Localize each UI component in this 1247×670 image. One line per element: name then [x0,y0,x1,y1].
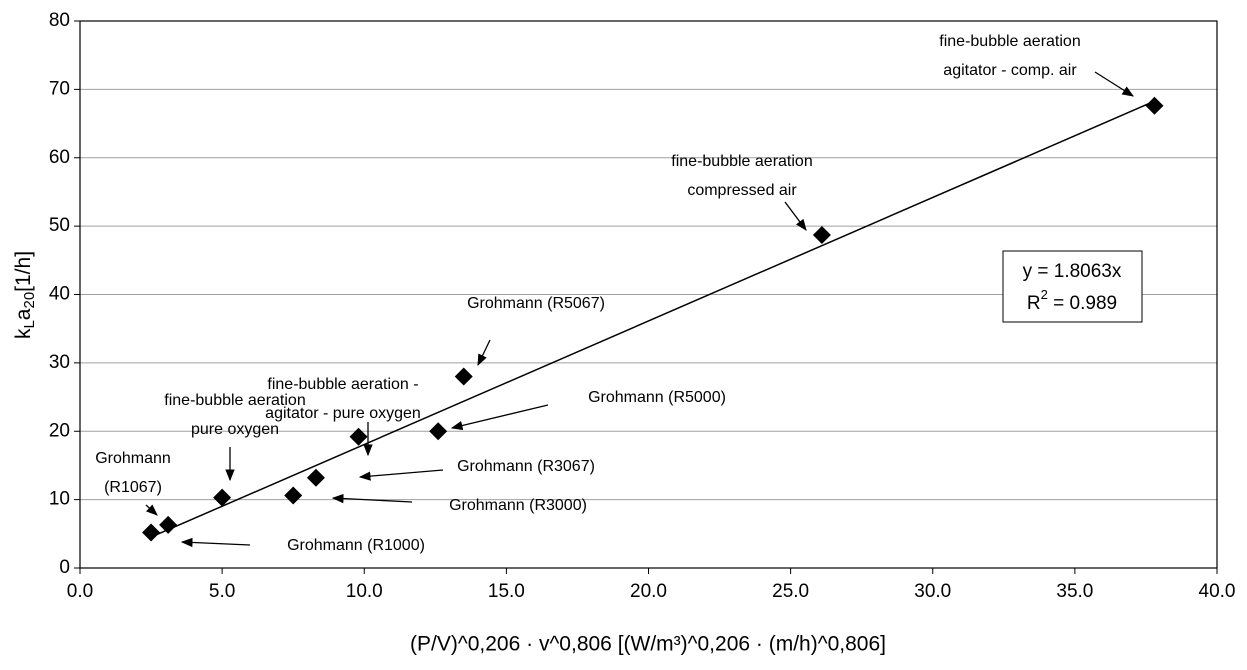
annotation-arrow [331,493,413,504]
equation: y = 1.8063x [1023,261,1122,282]
annotation-arrow [784,201,807,231]
x-tick-label: 30.0 [914,581,951,602]
x-tick-label: 40.0 [1199,581,1236,602]
annotation: Grohmann [95,450,171,467]
data-point [1145,96,1164,115]
y-label-sub: 20 [21,292,38,309]
y-tick-label: 0 [59,557,70,578]
annotation: Grohmann (R1000) [287,537,425,554]
plot-frame [79,20,1218,569]
data-point [429,422,448,441]
x-tick-label: 5.0 [209,581,235,602]
annotation: Grohmann (R5067) [467,295,605,312]
annotation: Grohmann (R3067) [457,458,595,475]
data-point [213,488,232,507]
annotation: Grohmann (R5000) [588,389,726,406]
annotation: agitator - comp. air [943,62,1077,79]
x-axis-label: (P/V)^0,206 · v^0,806 [(W/m³)^0,206 · (m… [410,633,886,656]
data-point [284,486,303,505]
annotation: fine-bubble aeration [671,153,812,170]
annotation: Grohmann (R3000) [449,497,587,514]
y-label-k: k [12,328,35,339]
trendline [150,100,1155,538]
y-label-sub: L [21,320,38,328]
y-tick-label: 60 [49,147,70,168]
data-point [142,523,161,542]
y-tick-label: 30 [49,352,70,373]
data-point [349,427,368,446]
y-tick-label: 80 [49,10,70,31]
annotation-arrow [145,504,158,516]
y-tick-label: 40 [49,284,70,305]
annotation: pure oxygen [191,421,279,438]
y-tick-label: 10 [49,489,70,510]
data-point [159,515,178,534]
annotation: agitator - pure oxygen [265,405,421,422]
x-tick-label: 0.0 [67,581,93,602]
y-tick-label: 20 [49,420,70,441]
annotation: fine-bubble aeration [939,33,1080,50]
x-tick-label: 35.0 [1056,581,1093,602]
annotation-arrow [1094,71,1134,97]
annotation: compressed air [687,182,797,199]
x-tick-label: 10.0 [346,581,383,602]
equation-box [1002,250,1143,323]
y-tick-label: 50 [49,215,70,236]
data-point [454,367,473,386]
annotation: (R1067) [104,479,162,496]
data-point [812,226,831,245]
y-tick-label: 70 [49,78,70,99]
y-axis-label: kLa20[1/h] [12,251,38,339]
r2-text: = 0.989 [1048,293,1117,314]
annotation-arrow [358,469,444,481]
annotation-arrow [477,339,491,367]
r2-sup: 2 [1041,287,1048,302]
y-label-unit: [1/h] [12,251,35,292]
r-squared: R2 = 0.989 [1027,287,1117,314]
x-tick-label: 15.0 [488,581,525,602]
y-label-a: a [12,308,35,320]
x-tick-label: 25.0 [772,581,809,602]
r2-base: R [1027,293,1041,314]
x-tick-label: 20.0 [630,581,667,602]
data-point [306,468,325,487]
annotation: fine-bubble aeration [164,392,305,409]
annotation-arrow [450,404,549,431]
annotation: fine-bubble aeration - [267,376,418,393]
annotation-arrow [180,537,251,548]
